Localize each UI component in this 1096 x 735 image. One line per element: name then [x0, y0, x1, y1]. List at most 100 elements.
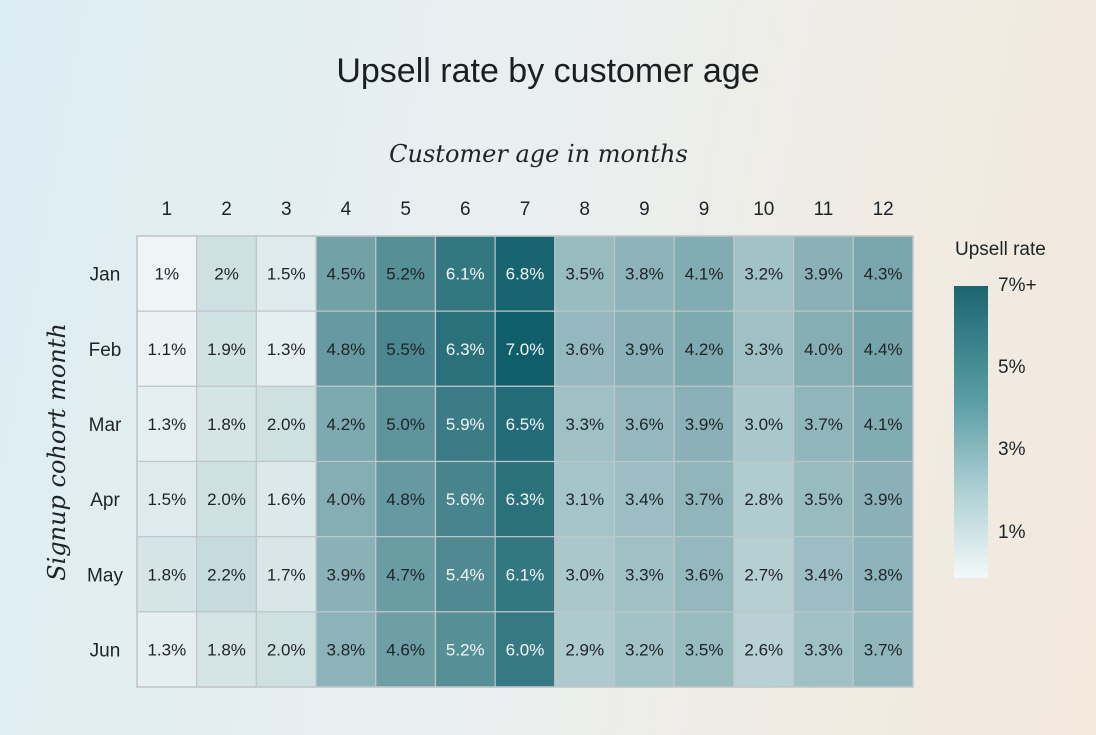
cell-label: 6.0% — [506, 640, 545, 659]
heatmap-cell — [136, 460, 198, 538]
cell-label: 4.8% — [386, 490, 425, 509]
cell-label: 2.7% — [744, 565, 783, 584]
cell-label: 6.1% — [446, 265, 485, 284]
heatmap-cell — [434, 536, 496, 613]
cell-label: 1.3% — [147, 640, 186, 659]
heatmap-cell — [673, 310, 735, 387]
heatmap-cell — [136, 611, 198, 688]
y-tick-label: Jan — [90, 265, 121, 286]
cell-label: 1.1% — [147, 340, 186, 359]
heatmap-cell — [733, 460, 795, 538]
cell-label: 3.5% — [685, 640, 724, 659]
cell-label: 3.7% — [685, 490, 724, 509]
cell-label: 3.9% — [804, 265, 843, 284]
cell-label: 3.6% — [625, 415, 664, 434]
cell-label: 1% — [155, 265, 180, 284]
cell-label: 1.5% — [267, 265, 306, 284]
cell-label: 3.9% — [864, 490, 903, 509]
x-tick-label: 5 — [400, 199, 411, 220]
x-tick-label: 9 — [639, 199, 650, 220]
x-tick-label: 8 — [579, 199, 590, 220]
cell-label: 3.0% — [565, 565, 604, 584]
heatmap-cell — [793, 385, 854, 463]
heatmap-cell — [434, 611, 496, 688]
cell-label: 3.2% — [625, 640, 664, 659]
cell-label: 3.9% — [685, 415, 724, 434]
cell-label: 3.4% — [625, 490, 664, 509]
cell-label: 3.9% — [625, 340, 664, 359]
heatmap-cell — [852, 310, 914, 387]
x-tick-label: 4 — [341, 199, 352, 220]
cell-label: 5.4% — [446, 565, 485, 584]
cell-label: 2.6% — [744, 640, 783, 659]
cell-label: 6.8% — [506, 265, 545, 284]
cell-label: 2.0% — [207, 490, 246, 509]
cell-label: 1.3% — [147, 415, 186, 434]
heatmap-cell — [494, 611, 556, 688]
x-tick-label: 7 — [520, 199, 531, 220]
heatmap-cell — [375, 235, 437, 312]
heatmap-cell — [852, 460, 914, 538]
cell-label: 1.8% — [207, 415, 246, 434]
heatmap-cell — [673, 235, 735, 312]
cell-label: 3.6% — [685, 565, 724, 584]
heatmap-cell — [375, 385, 437, 463]
cell-label: 1.7% — [267, 565, 306, 584]
cell-label: 4.8% — [327, 340, 366, 359]
cell-label: 3.8% — [625, 265, 664, 284]
heatmap-cell — [434, 235, 496, 312]
heatmap-cell — [255, 460, 317, 538]
heatmap-cell — [733, 385, 795, 463]
cell-label: 3.2% — [744, 265, 783, 284]
heatmap-cell — [793, 460, 854, 538]
cell-label: 5.5% — [386, 340, 425, 359]
heatmap-cell — [554, 235, 616, 312]
colorbar-title: Upsell rate — [955, 239, 1046, 260]
cell-label: 2% — [214, 265, 239, 284]
heatmap-cell — [315, 385, 377, 463]
cell-label: 1.8% — [207, 640, 246, 659]
cell-label: 4.0% — [327, 490, 366, 509]
heatmap-cell — [136, 536, 198, 613]
heatmap-cell — [733, 536, 795, 613]
y-tick-label: Mar — [89, 415, 122, 436]
cell-label: 1.8% — [147, 565, 186, 584]
x-tick-label: 10 — [753, 199, 774, 220]
cell-label: 5.2% — [386, 265, 425, 284]
heatmap-cell — [733, 235, 795, 312]
cell-label: 6.1% — [506, 565, 545, 584]
colorbar-tick-label: 5% — [998, 357, 1026, 379]
colorbar-tick-label: 3% — [998, 439, 1026, 461]
chart-title: Upsell rate by customer age — [336, 52, 760, 90]
cell-label: 3.3% — [565, 415, 604, 434]
cell-label: 3.6% — [565, 340, 604, 359]
heatmap-cell — [554, 310, 616, 387]
heatmap-cell — [255, 611, 317, 688]
cell-label: 4.2% — [327, 415, 366, 434]
x-tick-label: 11 — [814, 199, 834, 220]
heatmap-cell — [434, 385, 496, 463]
x-tick-label: 6 — [460, 199, 471, 220]
heatmap-cell — [136, 385, 198, 463]
y-tick-label: Apr — [90, 490, 120, 511]
heatmap-cell — [434, 460, 496, 538]
cell-label: 3.7% — [864, 640, 903, 659]
cell-label: 3.8% — [864, 565, 903, 584]
heatmap-cell — [196, 385, 257, 463]
heatmap-cell — [375, 611, 437, 688]
heatmap-cell — [315, 310, 377, 387]
x-tick-label: 9 — [699, 199, 710, 220]
cell-label: 3.3% — [804, 640, 843, 659]
cell-label: 2.0% — [267, 415, 306, 434]
heatmap-cell — [673, 536, 735, 613]
heatmap-cell — [136, 310, 198, 387]
x-tick-label: 3 — [281, 199, 292, 220]
heatmap-cell — [733, 310, 795, 387]
heatmap-border — [136, 235, 914, 688]
heatmap-cell — [673, 460, 735, 538]
heatmap-cell — [315, 460, 377, 538]
cell-label: 1.5% — [147, 490, 186, 509]
cell-label: 2.9% — [565, 640, 604, 659]
cell-label: 4.1% — [685, 265, 724, 284]
